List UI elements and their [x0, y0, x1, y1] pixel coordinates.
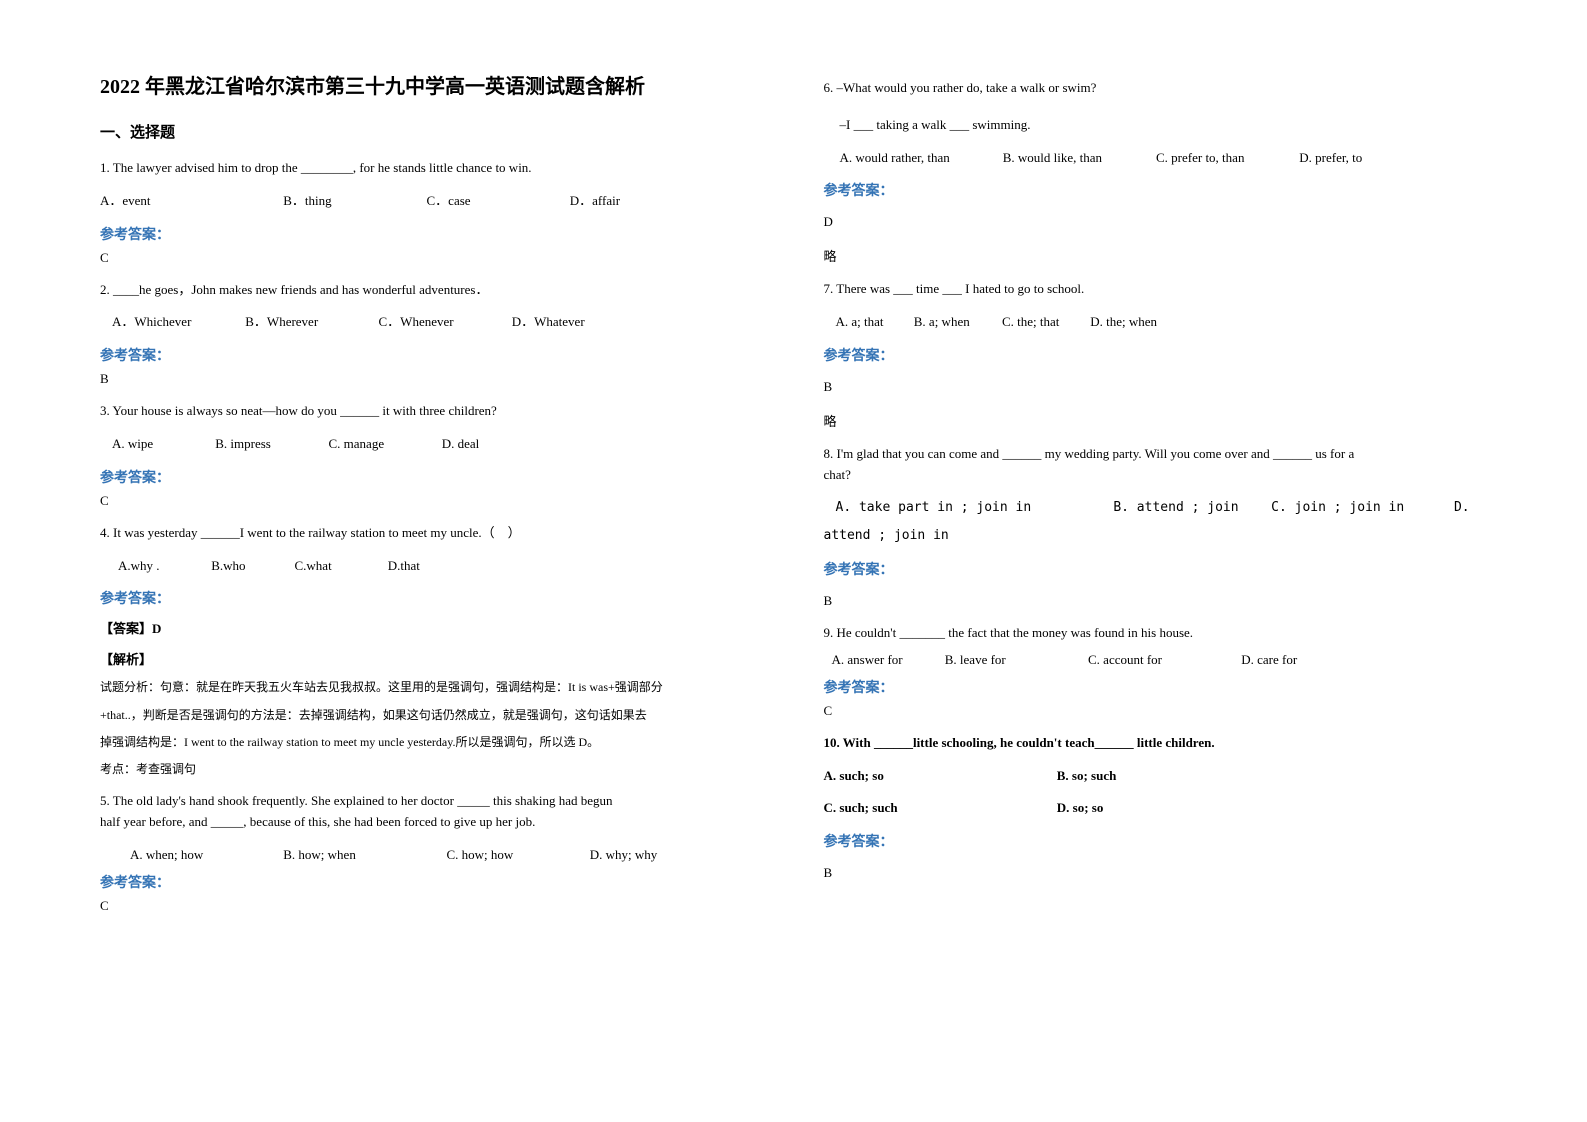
- q4-optC: C.what: [295, 556, 385, 577]
- q9-optA: A. answer for: [832, 650, 942, 671]
- q10-options-row1: A. such; so B. so; such: [824, 766, 1488, 787]
- q4-text: 4. It was yesterday ______I went to the …: [100, 523, 764, 544]
- q1-optA: A．event: [100, 191, 280, 212]
- q1-answer-label: 参考答案：: [100, 224, 764, 244]
- q1-answer: C: [100, 250, 764, 266]
- q4-optA: A.why .: [118, 556, 208, 577]
- q3-answer: C: [100, 493, 764, 509]
- q4-analysis-2: +that..，判断是否是强调句的方法是：去掉强调结构，如果这句话仍然成立，就是…: [100, 706, 764, 725]
- q4-optB: B.who: [211, 556, 291, 577]
- q5-answer: C: [100, 898, 764, 914]
- q7-optB: B. a; when: [914, 312, 999, 333]
- q8-text-1: 8. I'm glad that you can come and ______…: [824, 444, 1488, 465]
- q2-optD: D．Whatever: [512, 312, 585, 333]
- q7-answer: B: [824, 379, 1488, 395]
- q8-optD: D.: [1454, 498, 1470, 519]
- q7-optA: A. a; that: [836, 312, 911, 333]
- q4-optD: D.that: [388, 556, 420, 577]
- q5-answer-label: 参考答案：: [100, 872, 764, 892]
- q3-options: A. wipe B. impress C. manage D. deal: [100, 434, 764, 455]
- q10-optA: A. such; so: [824, 766, 1054, 787]
- left-column: 2022 年黑龙江省哈尔滨市第三十九中学高一英语测试题含解析 一、选择题 1. …: [100, 70, 764, 1052]
- q6-optA: A. would rather, than: [840, 148, 1000, 169]
- q9-text: 9. He couldn't _______ the fact that the…: [824, 623, 1488, 644]
- q1-text: 1. The lawyer advised him to drop the __…: [100, 158, 764, 179]
- q10-answer: B: [824, 865, 1488, 881]
- q6-text-2: –I ___ taking a walk ___ swimming.: [824, 115, 1488, 136]
- q8-options-2: attend ; join in: [824, 526, 1488, 547]
- q1-optB: B．thing: [283, 191, 423, 212]
- q8-text-2: chat?: [824, 465, 1488, 486]
- q3-optA: A. wipe: [112, 434, 212, 455]
- q7-optD: D. the; when: [1090, 312, 1157, 333]
- q7-optC: C. the; that: [1002, 312, 1087, 333]
- q10-text: 10. With ______little schooling, he coul…: [824, 733, 1488, 754]
- q5-optB: B. how; when: [283, 845, 443, 866]
- q6-answer: D: [824, 214, 1488, 230]
- q2-options: A．Whichever B．Wherever C．Whenever D．What…: [100, 312, 764, 333]
- q3-answer-label: 参考答案：: [100, 467, 764, 487]
- q2-answer: B: [100, 371, 764, 387]
- q10-options-row2: C. such; such D. so; so: [824, 798, 1488, 819]
- q8-optB: B. attend ; join: [1113, 498, 1263, 519]
- q7-answer-label: 参考答案：: [824, 345, 1488, 365]
- q9-optC: C. account for: [1088, 650, 1238, 671]
- q6-options: A. would rather, than B. would like, tha…: [824, 148, 1488, 169]
- q10-optB: B. so; such: [1057, 766, 1117, 787]
- q5-text-2: half year before, and _____, because of …: [100, 812, 764, 833]
- q4-answer-label: 参考答案：: [100, 588, 764, 608]
- q6-optB: B. would like, than: [1003, 148, 1153, 169]
- q10-answer-label: 参考答案：: [824, 831, 1488, 851]
- q2-optB: B．Wherever: [245, 312, 375, 333]
- q2-optA: A．Whichever: [112, 312, 242, 333]
- q8-options: A. take part in ; join in B. attend ; jo…: [824, 498, 1488, 519]
- q4-ans-line2: 【解析】: [100, 649, 764, 668]
- q3-optC: C. manage: [329, 434, 439, 455]
- q4-options: A.why . B.who C.what D.that: [100, 556, 764, 577]
- q3-optD: D. deal: [442, 434, 480, 455]
- q3-optB: B. impress: [215, 434, 325, 455]
- q9-answer: C: [824, 703, 1488, 719]
- q7-options: A. a; that B. a; when C. the; that D. th…: [824, 312, 1488, 333]
- q10-optC: C. such; such: [824, 798, 1054, 819]
- q5-options: A. when; how B. how; when C. how; how D.…: [100, 845, 764, 866]
- q2-text: 2. ____he goes，John makes new friends an…: [100, 280, 764, 301]
- q7-text: 7. There was ___ time ___ I hated to go …: [824, 279, 1488, 300]
- q9-options: A. answer for B. leave for C. account fo…: [824, 650, 1488, 671]
- right-column: 6. –What would you rather do, take a wal…: [824, 70, 1488, 1052]
- q8-optA: A. take part in ; join in: [836, 498, 1106, 519]
- q6-text-1: 6. –What would you rather do, take a wal…: [824, 78, 1488, 99]
- q6-answer-label: 参考答案：: [824, 180, 1488, 200]
- q1-optD: D．affair: [570, 191, 620, 212]
- q1-optC: C．case: [427, 191, 567, 212]
- q2-answer-label: 参考答案：: [100, 345, 764, 365]
- q4-analysis-1: 试题分析：句意：就是在昨天我五火车站去见我叔叔。这里用的是强调句，强调结构是：I…: [100, 678, 764, 697]
- q9-optB: B. leave for: [945, 650, 1085, 671]
- document-title: 2022 年黑龙江省哈尔滨市第三十九中学高一英语测试题含解析: [100, 70, 764, 99]
- q9-answer-label: 参考答案：: [824, 677, 1488, 697]
- q5-optC: C. how; how: [447, 845, 587, 866]
- q4-analysis-4: 考点：考查强调句: [100, 760, 764, 779]
- q6-optC: C. prefer to, than: [1156, 148, 1296, 169]
- q2-optC: C．Whenever: [379, 312, 509, 333]
- q7-extra: 略: [824, 411, 1488, 430]
- section-heading-1: 一、选择题: [100, 121, 764, 142]
- q8-answer: B: [824, 593, 1488, 609]
- q10-optD: D. so; so: [1057, 798, 1104, 819]
- q9-optD: D. care for: [1241, 650, 1297, 671]
- q4-ans-line1: 【答案】D: [100, 618, 764, 637]
- q8-optC: C. join ; join in: [1271, 498, 1446, 519]
- q6-optD: D. prefer, to: [1299, 148, 1362, 169]
- q5-optD: D. why; why: [590, 845, 658, 866]
- q8-answer-label: 参考答案：: [824, 559, 1488, 579]
- q8-optD2: attend ; join in: [824, 526, 949, 547]
- q1-options: A．event B．thing C．case D．affair: [100, 191, 764, 212]
- q3-text: 3. Your house is always so neat—how do y…: [100, 401, 764, 422]
- q6-extra: 略: [824, 246, 1488, 265]
- q5-text-1: 5. The old lady's hand shook frequently.…: [100, 791, 764, 812]
- q5-optA: A. when; how: [130, 845, 280, 866]
- q4-analysis-3: 掉强调结构是：I went to the railway station to …: [100, 733, 764, 752]
